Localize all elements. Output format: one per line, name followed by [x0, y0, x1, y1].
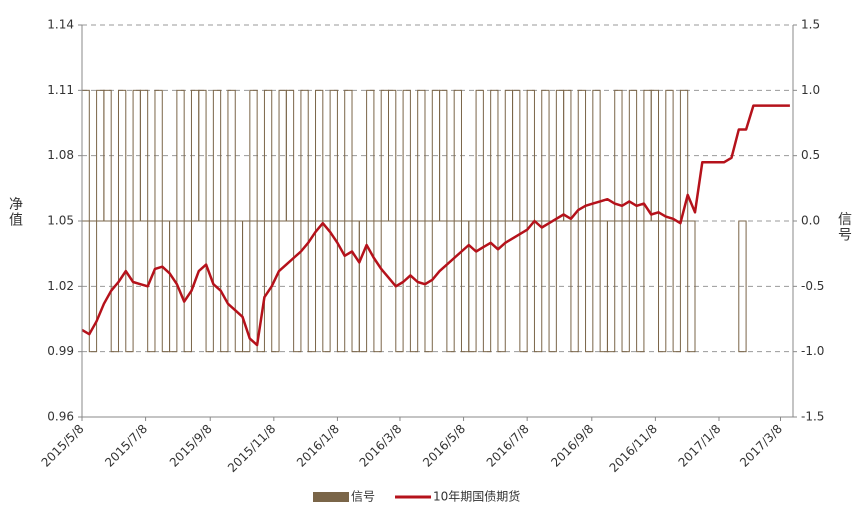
signal-bar [263, 89, 273, 222]
signal-bar [139, 89, 149, 222]
legend-label: 信号 [351, 490, 375, 504]
x-tick-label: 2016/5/8 [420, 422, 468, 470]
signal-bar [285, 89, 295, 222]
signal-bar [293, 220, 302, 353]
signal-bar [322, 220, 331, 353]
signal-bar [577, 89, 587, 222]
x-tick-label: 2017/3/8 [737, 422, 785, 470]
signal-bar [183, 220, 192, 353]
signal-bar [242, 220, 251, 353]
x-tick-label: 2015/9/8 [167, 422, 215, 470]
signal-bar [592, 89, 601, 222]
signal-bar [482, 220, 492, 353]
signal-bar [300, 89, 309, 222]
signal-bar [88, 220, 98, 353]
y-tick-label: 1.02 [47, 279, 74, 293]
signal-bar [424, 220, 433, 353]
signal-bar [103, 89, 112, 222]
signal-bar [490, 89, 499, 222]
signal-bar [475, 89, 484, 222]
x-tick-label: 2016/1/8 [294, 422, 342, 470]
signal-bar [446, 220, 455, 353]
signal-bar [614, 89, 623, 222]
signal-bar [358, 220, 368, 353]
y2-tick-label: 0.0 [801, 214, 820, 228]
signal-bar [738, 220, 747, 353]
y-tick-label: 0.99 [47, 344, 74, 358]
y-tick-label: 1.11 [47, 83, 74, 97]
y2-tick-label: 1.5 [801, 18, 820, 32]
legend-swatch [313, 492, 349, 502]
signal-bar [307, 220, 317, 353]
signal-bar [468, 220, 477, 353]
signal-bar [256, 220, 265, 353]
signal-bar [198, 89, 207, 222]
signal-bar [227, 89, 236, 222]
signal-bar [563, 89, 572, 222]
y-tick-label: 1.08 [47, 148, 74, 162]
signal-bar [606, 220, 616, 353]
signal-bar [220, 220, 229, 353]
signal-bar [526, 89, 535, 222]
signal-bar [570, 220, 579, 353]
y-tick-label: 1.14 [47, 18, 74, 32]
x-tick-label: 2017/1/8 [676, 422, 724, 470]
signal-bar [650, 89, 660, 222]
x-tick-label: 2015/5/8 [39, 422, 87, 470]
signal-bar [439, 89, 448, 222]
signal-bar [658, 220, 667, 353]
legend-label: 10年期国债期货 [433, 489, 520, 504]
signal-bar [205, 220, 214, 353]
signal-bar [621, 220, 630, 353]
x-tick-label: 2016/11/8 [607, 422, 660, 475]
signal-bar [336, 220, 346, 353]
signal-bar [541, 89, 550, 222]
signal-bar [176, 89, 185, 222]
signal-bar [665, 89, 674, 222]
x-tick-label: 2016/7/8 [484, 422, 532, 470]
x-tick-label: 2015/11/8 [225, 422, 278, 475]
signal-bar [388, 89, 397, 222]
y2-tick-label: 0.5 [801, 148, 820, 162]
y2-tick-label: -1.5 [801, 410, 824, 424]
signal-bar [519, 220, 528, 353]
signal-bar [585, 220, 594, 353]
signal-bar [679, 89, 689, 222]
y2-tick-label: -0.5 [801, 279, 824, 293]
signal-bar [373, 220, 382, 353]
signal-bar [533, 220, 543, 353]
signal-bars [81, 89, 747, 353]
signal-bar [344, 89, 353, 222]
signal-bar [315, 89, 324, 222]
signal-bar [453, 89, 462, 222]
signal-bar [417, 89, 426, 222]
x-tick-label: 2015/7/8 [102, 422, 150, 470]
signal-bar [117, 89, 127, 222]
signal-bar [402, 89, 411, 222]
signal-bar [154, 89, 163, 222]
y2-tick-label: 1.0 [801, 83, 820, 97]
signal-bar [512, 89, 521, 222]
x-tick-label: 2016/3/8 [357, 422, 405, 470]
net-value-line [81, 104, 790, 347]
signal-bar [125, 220, 134, 353]
y2-tick-label: -1.0 [801, 344, 824, 358]
y-tick-label: 0.96 [47, 410, 74, 424]
y2-axis-title: 信号 [838, 212, 852, 243]
signal-bar [366, 89, 375, 222]
signal-bar [628, 89, 638, 222]
signal-bar [249, 89, 258, 222]
y-axis-title: 净值 [9, 197, 23, 228]
signal-bar [329, 89, 338, 222]
signal-bar [497, 220, 506, 353]
signal-bar [110, 220, 119, 353]
signal-bar [409, 220, 419, 353]
signal-bar [687, 220, 696, 353]
signal-bar [212, 89, 222, 222]
x-tick-label: 2016/9/8 [548, 422, 596, 470]
signal-bar [636, 220, 645, 353]
y-tick-label: 1.05 [47, 214, 74, 228]
